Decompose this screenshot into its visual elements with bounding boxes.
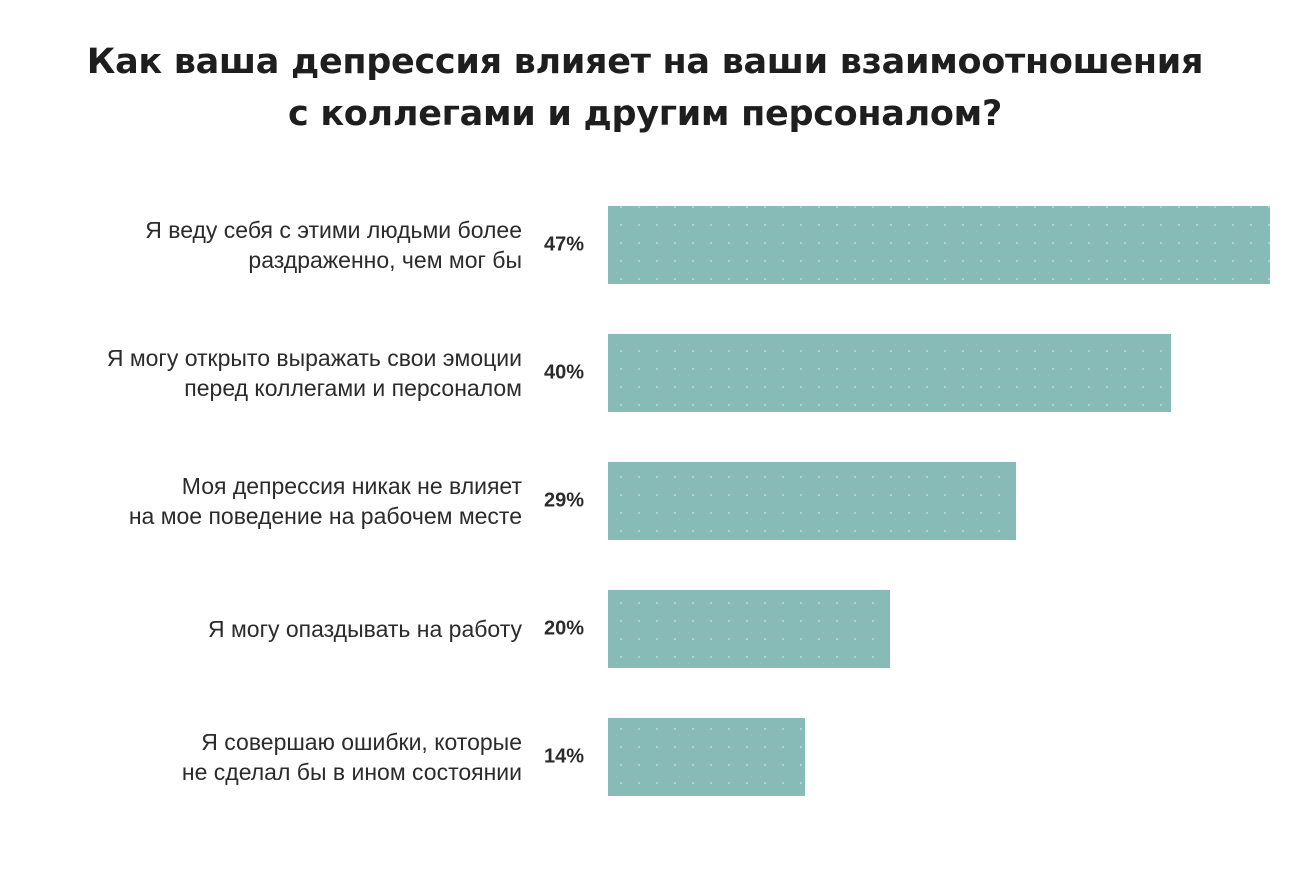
category-label-1-line-1: Я веду себя с этими людьми более [145,217,522,243]
chart-title-line-1: Как ваша депрессия влияет на ваши взаимо… [86,42,1204,82]
chart-title-line-2: с коллегами и другим персоналом? [288,94,1002,134]
category-label-4-line-1: Я могу опаздывать на работу [207,616,522,642]
chart-title: Как ваша депрессия влияет на ваши взаимо… [0,36,1290,140]
value-label-1: 47% [544,233,585,256]
bar-4-dot-texture [608,590,890,668]
category-label-2-line-1: Я могу открыто выражать свои эмоции [106,345,522,371]
bar-1-dot-texture [608,206,1270,284]
bar-5-dot-texture [608,718,805,796]
category-label-5: Я совершаю ошибки, которые не сделал бы в… [32,727,522,787]
category-label-4: Я могу опаздывать на работу [32,614,522,644]
category-label-1: Я веду себя с этими людьми более раздраже… [32,215,522,275]
category-label-3-line-2: на мое поведение на рабочем месте [128,503,522,529]
category-label-2: Я могу открыто выражать свои эмоции перед… [32,343,522,403]
bar-2-dot-texture [608,334,1171,412]
category-label-5-line-2: не сделал бы в ином состоянии [181,759,522,785]
category-label-3: Моя депрессия никак не влияет на мое пове… [32,471,522,531]
category-label-2-line-2: перед коллегами и персоналом [184,375,522,401]
category-label-1-line-2: раздраженно, чем мог бы [248,247,522,273]
value-label-4: 20% [544,617,585,640]
bar-3-dot-texture [608,462,1016,540]
category-label-5-line-1: Я совершаю ошибки, которые [201,729,522,755]
category-label-3-line-1: Моя депрессия никак не влияет [181,473,522,499]
value-label-5: 14% [544,745,585,768]
value-label-3: 29% [544,489,585,512]
value-label-2: 40% [544,361,585,384]
